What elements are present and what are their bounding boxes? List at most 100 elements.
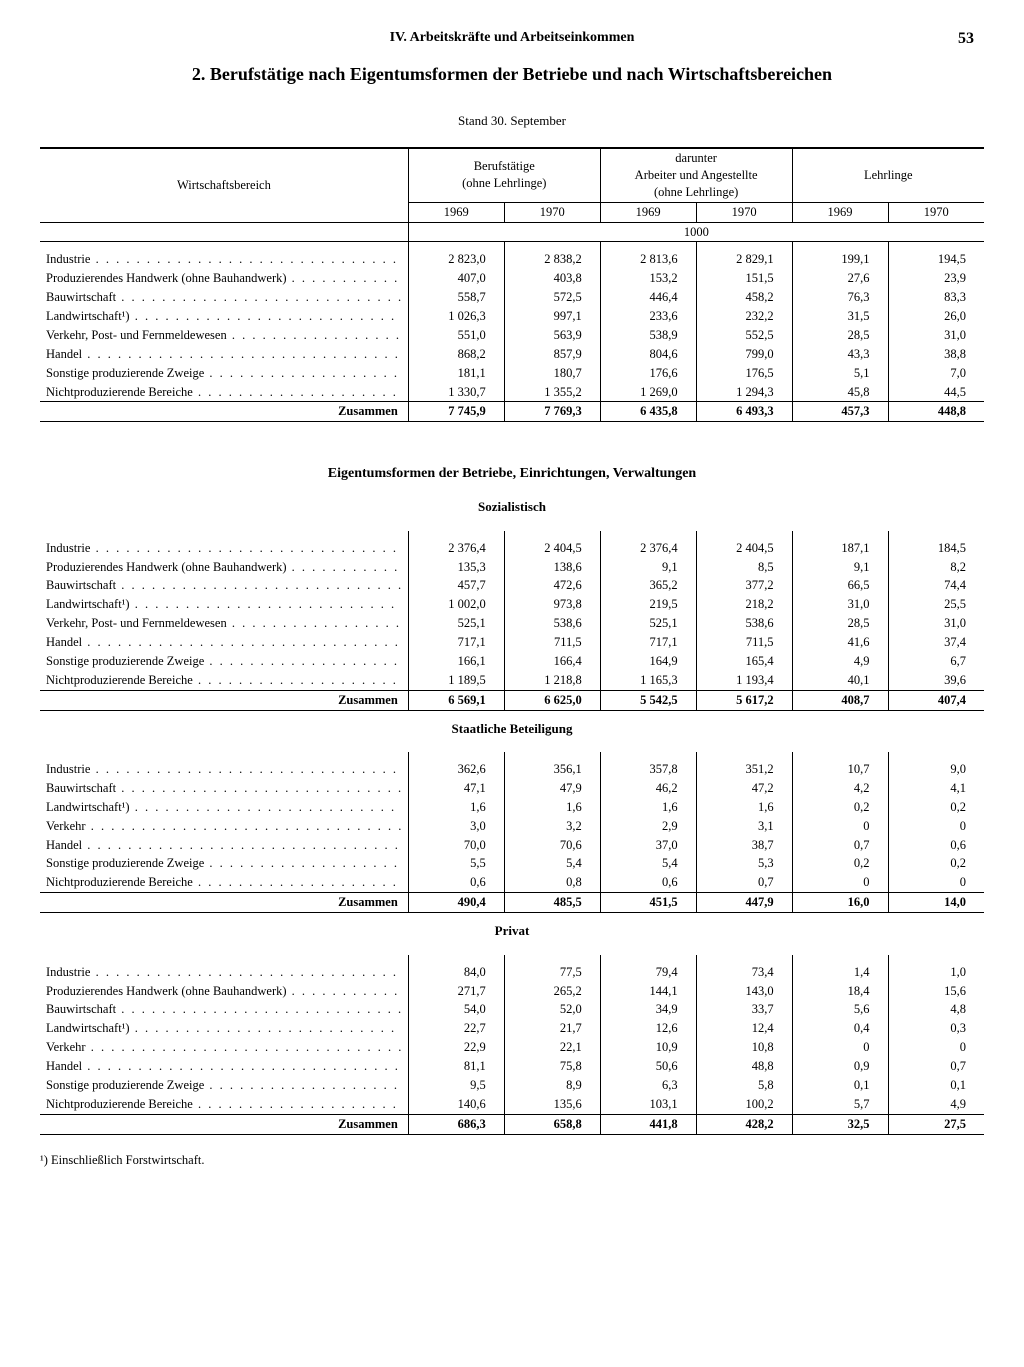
year-1970: 1970 bbox=[888, 202, 984, 222]
sum-cell: 447,9 bbox=[696, 893, 792, 913]
data-cell: 0,6 bbox=[408, 873, 504, 892]
chapter-title: IV. Arbeitskräfte und Arbeitseinkommen bbox=[390, 30, 635, 45]
chapter-header: IV. Arbeitskräfte und Arbeitseinkommen 5… bbox=[40, 30, 984, 46]
data-cell: 218,2 bbox=[696, 595, 792, 614]
data-cell: 356,1 bbox=[504, 760, 600, 779]
data-cell: 538,6 bbox=[696, 614, 792, 633]
data-cell: 76,3 bbox=[792, 288, 888, 307]
data-cell: 5,8 bbox=[696, 1076, 792, 1095]
sum-cell: 7 769,3 bbox=[504, 402, 600, 422]
data-cell: 3,2 bbox=[504, 817, 600, 836]
table-row: Sonstige produzierende Zweige9,58,96,35,… bbox=[40, 1076, 984, 1095]
data-cell: 1 355,2 bbox=[504, 383, 600, 402]
data-cell: 4,9 bbox=[888, 1095, 984, 1114]
data-cell: 43,3 bbox=[792, 345, 888, 364]
data-cell: 3,1 bbox=[696, 817, 792, 836]
year-1970: 1970 bbox=[696, 202, 792, 222]
data-cell: 0,2 bbox=[888, 798, 984, 817]
data-cell: 15,6 bbox=[888, 982, 984, 1001]
sum-cell: 448,8 bbox=[888, 402, 984, 422]
data-cell: 1 218,8 bbox=[504, 671, 600, 690]
as-of-date: Stand 30. September bbox=[40, 113, 984, 129]
col-group-3: Lehrlinge bbox=[792, 148, 984, 202]
row-label: Bauwirtschaft bbox=[40, 1000, 408, 1019]
data-cell: 271,7 bbox=[408, 982, 504, 1001]
data-cell: 1,6 bbox=[504, 798, 600, 817]
data-cell: 34,9 bbox=[600, 1000, 696, 1019]
data-cell: 997,1 bbox=[504, 307, 600, 326]
data-cell: 0,7 bbox=[888, 1057, 984, 1076]
table-row: Verkehr, Post- und Fernmeldewesen551,056… bbox=[40, 326, 984, 345]
data-cell: 1 189,5 bbox=[408, 671, 504, 690]
sum-label: Zusammen bbox=[40, 402, 408, 422]
year-1969: 1969 bbox=[408, 202, 504, 222]
row-label: Industrie bbox=[40, 760, 408, 779]
row-label: Bauwirtschaft bbox=[40, 576, 408, 595]
data-cell: 0,2 bbox=[792, 854, 888, 873]
data-cell: 0 bbox=[792, 817, 888, 836]
sum-cell: 14,0 bbox=[888, 893, 984, 913]
sum-cell: 457,3 bbox=[792, 402, 888, 422]
sum-cell: 428,2 bbox=[696, 1114, 792, 1134]
data-cell: 219,5 bbox=[600, 595, 696, 614]
data-cell: 166,4 bbox=[504, 652, 600, 671]
year-1969: 1969 bbox=[792, 202, 888, 222]
sum-cell: 441,8 bbox=[600, 1114, 696, 1134]
block-subtitle: Sozialistisch bbox=[46, 498, 978, 516]
data-cell: 403,8 bbox=[504, 269, 600, 288]
sum-cell: 686,3 bbox=[408, 1114, 504, 1134]
data-cell: 0,2 bbox=[888, 854, 984, 873]
data-cell: 551,0 bbox=[408, 326, 504, 345]
data-cell: 23,9 bbox=[888, 269, 984, 288]
data-cell: 38,7 bbox=[696, 836, 792, 855]
table-row: Handel717,1711,5717,1711,541,637,4 bbox=[40, 633, 984, 652]
block-subtitle: Privat bbox=[46, 922, 978, 940]
stub-header: Wirtschaftsbereich bbox=[40, 148, 408, 222]
sum-cell: 408,7 bbox=[792, 690, 888, 710]
table-row: Nichtproduzierende Bereiche1 330,71 355,… bbox=[40, 383, 984, 402]
data-cell: 184,5 bbox=[888, 539, 984, 558]
row-label: Bauwirtschaft bbox=[40, 288, 408, 307]
data-cell: 180,7 bbox=[504, 364, 600, 383]
data-cell: 973,8 bbox=[504, 595, 600, 614]
data-cell: 83,3 bbox=[888, 288, 984, 307]
row-label: Nichtproduzierende Bereiche bbox=[40, 1095, 408, 1114]
data-cell: 0 bbox=[888, 873, 984, 892]
sum-label: Zusammen bbox=[40, 1114, 408, 1134]
data-cell: 77,5 bbox=[504, 963, 600, 982]
data-cell: 552,5 bbox=[696, 326, 792, 345]
data-cell: 41,6 bbox=[792, 633, 888, 652]
data-cell: 22,7 bbox=[408, 1019, 504, 1038]
data-cell: 0,7 bbox=[792, 836, 888, 855]
data-cell: 4,2 bbox=[792, 779, 888, 798]
table-row: Sonstige produzierende Zweige166,1166,41… bbox=[40, 652, 984, 671]
data-cell: 5,6 bbox=[792, 1000, 888, 1019]
unit-label: 1000 bbox=[408, 222, 984, 242]
sum-row: Zusammen490,4485,5451,5447,916,014,0 bbox=[40, 893, 984, 913]
sum-cell: 27,5 bbox=[888, 1114, 984, 1134]
data-cell: 472,6 bbox=[504, 576, 600, 595]
table-row: Industrie2 823,02 838,22 813,62 829,1199… bbox=[40, 250, 984, 269]
data-cell: 5,3 bbox=[696, 854, 792, 873]
table-row: Verkehr3,03,22,93,100 bbox=[40, 817, 984, 836]
data-cell: 166,1 bbox=[408, 652, 504, 671]
table-row: Landwirtschaft¹)1,61,61,61,60,20,2 bbox=[40, 798, 984, 817]
data-cell: 10,7 bbox=[792, 760, 888, 779]
data-cell: 377,2 bbox=[696, 576, 792, 595]
table-row: Verkehr22,922,110,910,800 bbox=[40, 1038, 984, 1057]
data-cell: 37,0 bbox=[600, 836, 696, 855]
main-table: Wirtschaftsbereich Berufstätige (ohne Le… bbox=[40, 147, 984, 1143]
row-label: Produzierendes Handwerk (ohne Bauhandwer… bbox=[40, 269, 408, 288]
row-label: Verkehr, Post- und Fernmeldewesen bbox=[40, 326, 408, 345]
table-row: Handel81,175,850,648,80,90,7 bbox=[40, 1057, 984, 1076]
data-cell: 5,7 bbox=[792, 1095, 888, 1114]
data-cell: 351,2 bbox=[696, 760, 792, 779]
data-cell: 563,9 bbox=[504, 326, 600, 345]
data-cell: 73,4 bbox=[696, 963, 792, 982]
row-label: Verkehr, Post- und Fernmeldewesen bbox=[40, 614, 408, 633]
data-cell: 37,4 bbox=[888, 633, 984, 652]
data-cell: 135,6 bbox=[504, 1095, 600, 1114]
sum-cell: 6 493,3 bbox=[696, 402, 792, 422]
data-cell: 10,8 bbox=[696, 1038, 792, 1057]
data-cell: 1 165,3 bbox=[600, 671, 696, 690]
